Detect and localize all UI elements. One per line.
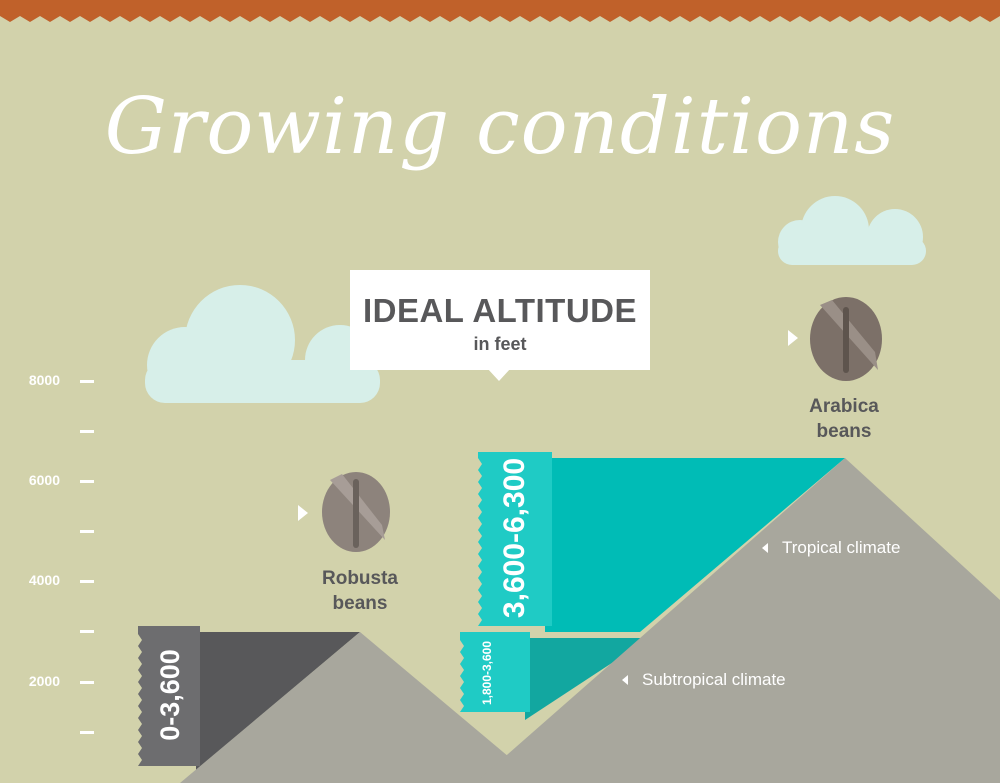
axis-tick	[80, 430, 94, 433]
arabica-mountain	[475, 458, 1000, 783]
arabica-label-line2: beans	[816, 421, 872, 442]
robusta-ribbon	[138, 626, 200, 766]
arabica-label: Arabica beans	[784, 394, 904, 444]
arabica-label-line1: Arabica	[809, 396, 879, 417]
tropical-ribbon	[478, 452, 552, 626]
subtropical-range-label: 1,800-3,600	[480, 640, 494, 706]
subtropical-pointer-icon	[622, 675, 628, 685]
axis-tick	[80, 731, 94, 734]
robusta-label-line2: beans	[332, 593, 388, 614]
robusta-pointer-icon	[298, 505, 308, 521]
subtropical-climate-label: Subtropical climate	[642, 670, 786, 689]
label-pointer	[487, 368, 511, 381]
axis-tick	[80, 681, 94, 684]
ideal-altitude-heading: IDEAL ALTITUDE	[362, 292, 638, 329]
tropical-band	[545, 458, 845, 632]
cloud-left	[145, 285, 380, 403]
tropical-pointer-icon	[762, 543, 768, 553]
axis-tick	[80, 580, 94, 583]
cloud-right	[778, 196, 926, 265]
ideal-altitude-label: IDEAL ALTITUDE in feet	[350, 270, 650, 370]
tropical-climate-label: Tropical climate	[782, 538, 901, 557]
robusta-label-line1: Robusta	[322, 568, 398, 589]
zigzag-border	[0, 0, 1000, 22]
axis-tick	[80, 380, 94, 383]
ideal-altitude-unit: in feet	[473, 334, 527, 354]
axis-label-6000: 6000	[28, 472, 60, 488]
page-title: Growing conditions	[104, 82, 896, 172]
axis-label-8000: 8000	[28, 372, 60, 388]
robusta-label: Robusta beans	[300, 566, 420, 616]
subtropical-ribbon	[460, 632, 530, 712]
axis-tick	[80, 630, 94, 633]
axis-label-2000: 2000	[28, 673, 60, 689]
robusta-bean-icon	[322, 472, 390, 552]
robusta-range-label: 0-3,600	[155, 649, 185, 741]
robusta-mountain	[180, 632, 540, 783]
arabica-bean-icon	[810, 297, 882, 381]
arabica-pointer-icon	[788, 330, 798, 346]
axis-label-4000: 4000	[28, 572, 60, 588]
axis-tick	[80, 480, 94, 483]
tropical-range-label: 3,600-6,300	[498, 457, 531, 619]
axis-tick	[80, 530, 94, 533]
